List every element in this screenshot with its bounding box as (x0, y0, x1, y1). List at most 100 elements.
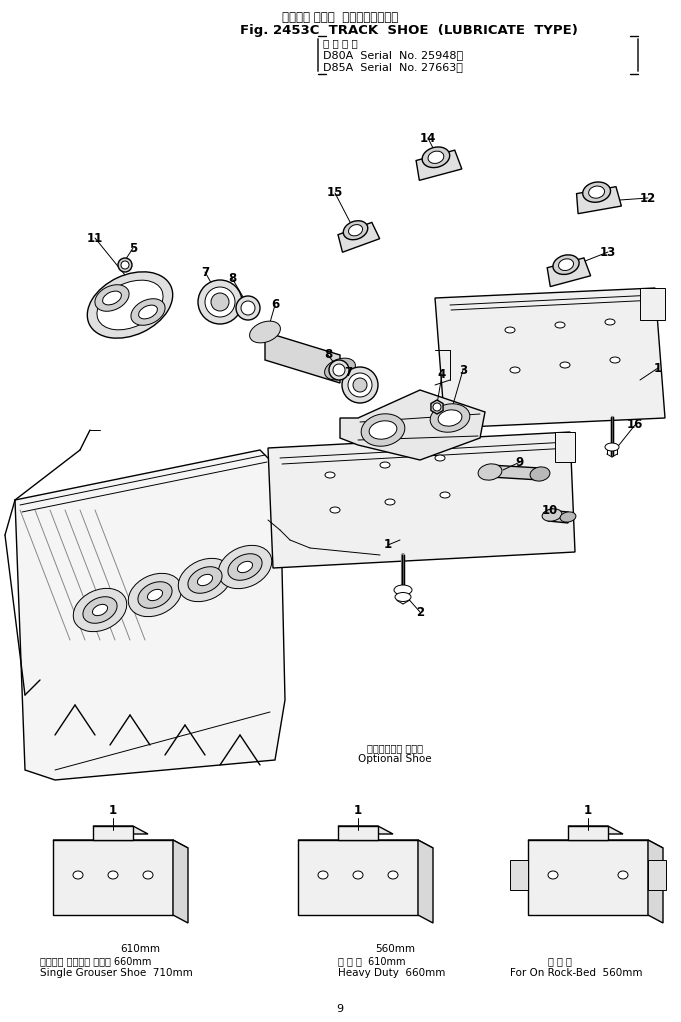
Polygon shape (298, 840, 418, 915)
Text: 岩 盤 用: 岩 盤 用 (548, 956, 572, 966)
Ellipse shape (318, 871, 328, 879)
Polygon shape (510, 860, 528, 890)
Ellipse shape (395, 593, 411, 602)
Ellipse shape (548, 871, 558, 879)
Text: 560mm: 560mm (375, 944, 415, 954)
Ellipse shape (121, 261, 129, 269)
Polygon shape (548, 258, 590, 286)
Text: トラック シュー  ルーブリケート型: トラック シュー ルーブリケート型 (282, 11, 398, 24)
Ellipse shape (353, 378, 367, 392)
Ellipse shape (433, 403, 441, 411)
Polygon shape (338, 826, 393, 834)
Polygon shape (298, 840, 433, 848)
Polygon shape (265, 332, 340, 383)
Text: 8: 8 (228, 272, 236, 284)
Polygon shape (528, 840, 663, 848)
Ellipse shape (325, 358, 355, 380)
Ellipse shape (332, 364, 348, 374)
Ellipse shape (236, 296, 260, 320)
Ellipse shape (139, 306, 157, 319)
Ellipse shape (349, 225, 362, 236)
Text: 4: 4 (438, 369, 446, 381)
Polygon shape (577, 187, 621, 214)
Ellipse shape (560, 362, 570, 368)
Text: 6: 6 (271, 298, 279, 312)
Ellipse shape (73, 871, 83, 879)
Text: 7: 7 (201, 266, 209, 279)
Ellipse shape (83, 597, 117, 623)
Polygon shape (338, 826, 378, 840)
Text: 3: 3 (459, 364, 467, 376)
Ellipse shape (542, 509, 562, 521)
Polygon shape (53, 840, 188, 848)
Ellipse shape (558, 259, 573, 271)
Polygon shape (557, 257, 573, 265)
Ellipse shape (348, 373, 372, 397)
Polygon shape (528, 840, 648, 915)
Text: 5: 5 (129, 241, 137, 254)
Ellipse shape (588, 186, 605, 198)
Text: 1: 1 (654, 362, 662, 374)
Ellipse shape (380, 462, 390, 468)
Text: オプショナル シュー: オプショナル シュー (367, 743, 423, 753)
Text: 610mm: 610mm (120, 944, 160, 954)
Text: 1: 1 (384, 539, 392, 552)
Ellipse shape (361, 414, 405, 447)
Ellipse shape (197, 574, 212, 586)
Ellipse shape (211, 293, 229, 311)
Ellipse shape (118, 258, 132, 272)
Text: 7: 7 (344, 366, 352, 378)
Ellipse shape (97, 280, 163, 330)
Ellipse shape (435, 455, 445, 461)
Text: 9: 9 (336, 1004, 343, 1014)
Text: 1: 1 (109, 803, 117, 817)
Text: Optional Shoe: Optional Shoe (358, 754, 432, 764)
Ellipse shape (95, 285, 129, 312)
Polygon shape (93, 826, 148, 834)
Ellipse shape (241, 301, 255, 315)
Ellipse shape (553, 254, 579, 275)
Text: Single Grouser Shoe  710mm: Single Grouser Shoe 710mm (40, 968, 193, 978)
Ellipse shape (103, 291, 121, 305)
Ellipse shape (188, 567, 222, 594)
Ellipse shape (333, 364, 345, 376)
Ellipse shape (330, 507, 340, 513)
Ellipse shape (325, 472, 335, 478)
Ellipse shape (205, 287, 235, 317)
Ellipse shape (428, 151, 444, 164)
Ellipse shape (555, 322, 565, 328)
Text: 1: 1 (584, 803, 592, 817)
Text: D85A  Serial  No. 27663～: D85A Serial No. 27663～ (323, 62, 463, 72)
Polygon shape (435, 288, 665, 428)
Ellipse shape (610, 357, 620, 363)
Ellipse shape (478, 464, 502, 480)
Ellipse shape (238, 561, 253, 572)
Ellipse shape (388, 871, 398, 879)
Ellipse shape (128, 573, 182, 616)
Polygon shape (555, 432, 575, 462)
Ellipse shape (438, 410, 462, 426)
Ellipse shape (385, 499, 395, 505)
Ellipse shape (583, 182, 610, 202)
Polygon shape (93, 826, 133, 840)
Text: Heavy Duty  660mm: Heavy Duty 660mm (338, 968, 445, 978)
Ellipse shape (422, 147, 449, 168)
Polygon shape (568, 826, 623, 834)
Text: 12: 12 (640, 191, 656, 204)
Ellipse shape (343, 221, 368, 240)
Polygon shape (568, 826, 608, 840)
Ellipse shape (560, 512, 576, 522)
Ellipse shape (108, 871, 118, 879)
Ellipse shape (369, 421, 397, 439)
Polygon shape (640, 288, 665, 320)
Text: シングル グローサ シュー 660mm: シングル グローサ シュー 660mm (40, 956, 151, 966)
Ellipse shape (394, 585, 412, 595)
Polygon shape (173, 840, 188, 923)
Text: 8: 8 (324, 349, 332, 362)
Ellipse shape (178, 558, 232, 602)
Polygon shape (426, 148, 443, 157)
Polygon shape (490, 465, 540, 480)
Polygon shape (548, 510, 568, 523)
Text: 10: 10 (542, 504, 558, 516)
Ellipse shape (342, 367, 378, 403)
